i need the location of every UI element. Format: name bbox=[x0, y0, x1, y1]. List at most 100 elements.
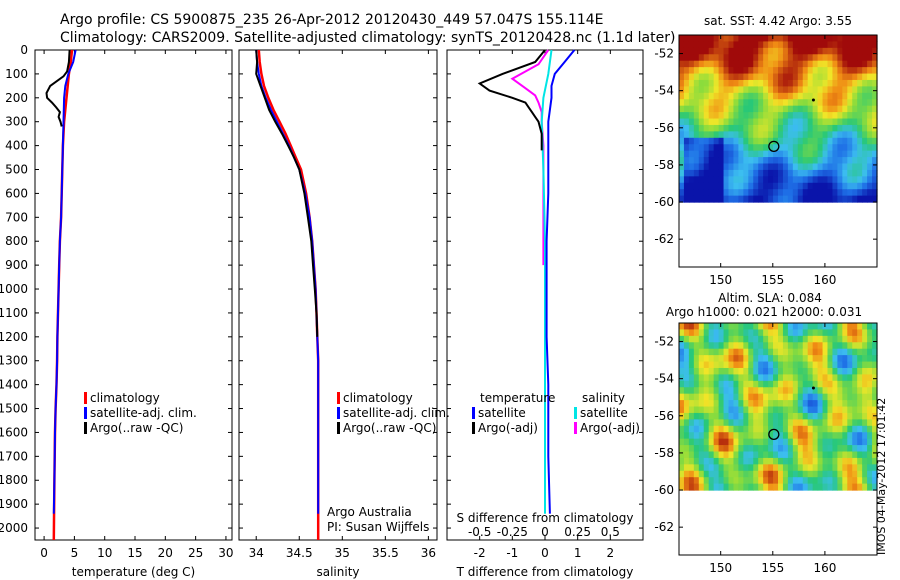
map-cell bbox=[763, 445, 769, 453]
map-cell bbox=[837, 387, 843, 395]
map-cell bbox=[698, 150, 705, 158]
x-tick-label: 35 bbox=[335, 546, 350, 560]
map-cell bbox=[693, 406, 700, 414]
map-cell bbox=[753, 348, 759, 356]
map-cell bbox=[728, 105, 735, 113]
map-cell bbox=[812, 477, 819, 485]
map-cell bbox=[837, 477, 843, 485]
map-cell bbox=[832, 470, 838, 478]
map-cell bbox=[708, 323, 715, 331]
map-cell bbox=[817, 86, 824, 94]
map-cell bbox=[753, 445, 759, 453]
map-cell bbox=[807, 406, 814, 414]
map-cell bbox=[837, 342, 843, 350]
map-cell bbox=[867, 60, 873, 68]
map-cell bbox=[728, 137, 735, 145]
map-cell bbox=[787, 92, 794, 100]
map-cell bbox=[718, 92, 725, 100]
map-cell bbox=[693, 35, 700, 43]
map-cell bbox=[683, 35, 690, 43]
map-cell bbox=[852, 54, 858, 62]
map-cell bbox=[797, 150, 804, 158]
map-cell bbox=[807, 163, 814, 171]
map-cell bbox=[812, 157, 819, 165]
map-cell bbox=[842, 60, 848, 68]
map-cell bbox=[763, 380, 769, 388]
map-cell bbox=[797, 47, 804, 55]
map-cell bbox=[842, 451, 848, 459]
map-cell bbox=[763, 124, 769, 132]
map-cell bbox=[832, 412, 838, 420]
map-cell bbox=[778, 355, 784, 363]
map-cell bbox=[768, 54, 774, 62]
map-cell bbox=[867, 380, 873, 388]
map-cell bbox=[812, 99, 819, 107]
map-cell bbox=[862, 92, 868, 100]
map-cell bbox=[708, 137, 715, 145]
map-cell bbox=[688, 425, 695, 433]
map-cell bbox=[733, 92, 739, 100]
map-cell bbox=[683, 477, 690, 485]
map-cell bbox=[832, 105, 838, 113]
map-cell bbox=[763, 342, 769, 350]
map-cell bbox=[773, 451, 779, 459]
map-cell bbox=[827, 176, 834, 184]
map-cell bbox=[797, 176, 804, 184]
map-cell bbox=[768, 380, 774, 388]
map-cell bbox=[763, 176, 769, 184]
map-cell bbox=[852, 323, 858, 331]
map-cell bbox=[792, 367, 799, 375]
map-cell bbox=[693, 425, 700, 433]
x-axis-label: temperature (deg C) bbox=[72, 565, 195, 579]
map-cell bbox=[718, 425, 725, 433]
map-cell bbox=[743, 432, 749, 440]
x-tick-label: 34 bbox=[249, 546, 264, 560]
map-cell bbox=[733, 86, 739, 94]
map-cell bbox=[852, 131, 858, 139]
map-cell bbox=[827, 412, 834, 420]
map-cell bbox=[728, 118, 735, 126]
map-cell bbox=[782, 438, 789, 446]
map1-title: sat. SST: 4.42 Argo: 3.55 bbox=[704, 14, 852, 28]
map-cell bbox=[817, 425, 824, 433]
map-cell bbox=[763, 157, 769, 165]
map-cell bbox=[748, 387, 754, 395]
map-cell bbox=[773, 342, 779, 350]
map-cell bbox=[867, 355, 873, 363]
map-cell bbox=[693, 41, 700, 49]
map-cell bbox=[792, 457, 799, 465]
map-cell bbox=[822, 157, 829, 165]
map-cell bbox=[713, 131, 720, 139]
map-cell bbox=[847, 169, 853, 177]
map-cell bbox=[817, 419, 824, 427]
map-cell bbox=[802, 86, 809, 94]
depth-tick-label: 800 bbox=[5, 234, 28, 248]
map-cell bbox=[738, 335, 744, 343]
map-cell bbox=[832, 329, 838, 337]
map-cell bbox=[852, 99, 858, 107]
map-cell bbox=[802, 412, 809, 420]
map-cell bbox=[738, 464, 744, 472]
map-cell bbox=[758, 124, 764, 132]
map-cell bbox=[679, 112, 685, 120]
map-cell bbox=[802, 464, 809, 472]
map-cell bbox=[827, 86, 834, 94]
map-cell bbox=[852, 367, 858, 375]
map-cell bbox=[778, 105, 784, 113]
map-cell bbox=[778, 406, 784, 414]
map-cell bbox=[847, 105, 853, 113]
map-cell bbox=[792, 195, 799, 203]
map-cell bbox=[822, 41, 829, 49]
map-cell bbox=[743, 387, 749, 395]
map-cell bbox=[797, 99, 804, 107]
map-cell bbox=[763, 131, 769, 139]
map-cell bbox=[842, 182, 848, 190]
map-cell bbox=[763, 86, 769, 94]
map-cell bbox=[862, 35, 868, 43]
map-cell bbox=[778, 157, 784, 165]
map-cell bbox=[872, 54, 878, 62]
map-cell bbox=[847, 412, 853, 420]
map-cell bbox=[792, 131, 799, 139]
map-cell bbox=[787, 73, 794, 81]
map-cell bbox=[728, 144, 735, 152]
